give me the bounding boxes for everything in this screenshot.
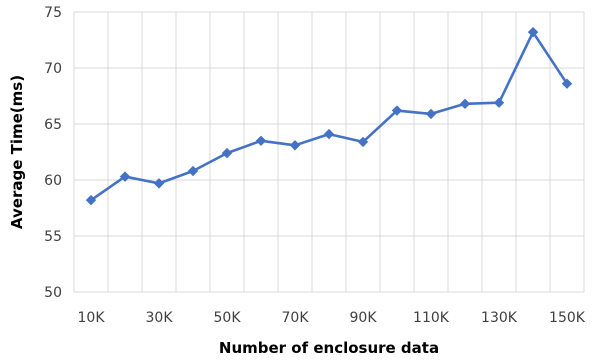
data-point-marker — [493, 97, 505, 108]
data-point-marker — [561, 78, 573, 89]
y-tick-label: 60 — [44, 173, 62, 189]
series-layer — [85, 26, 573, 206]
x-tick-label: 110K — [413, 310, 450, 326]
data-point-marker — [289, 140, 301, 151]
x-axis-ticks: 10K 30K 50K 70K 90K 110K 130K 150K — [78, 310, 586, 326]
data-point-marker — [187, 165, 199, 177]
data-point-marker — [323, 128, 335, 140]
y-axis-ticks: 50 55 60 65 70 75 — [44, 5, 62, 301]
x-tick-label: 30K — [146, 310, 174, 326]
y-tick-label: 55 — [44, 229, 62, 245]
y-tick-label: 75 — [44, 5, 62, 21]
data-point-marker — [391, 105, 403, 116]
x-tick-label: 70K — [282, 310, 310, 326]
x-tick-label: 90K — [350, 310, 378, 326]
data-point-marker — [153, 178, 165, 189]
y-tick-label: 65 — [44, 117, 62, 133]
series-line — [90, 30, 569, 202]
y-tick-label: 70 — [44, 61, 62, 77]
data-point-marker — [85, 194, 97, 206]
data-point-marker — [459, 98, 471, 110]
data-point-marker — [119, 171, 131, 182]
data-point-marker — [255, 135, 267, 147]
x-tick-label: 10K — [78, 310, 106, 326]
data-point-marker — [221, 147, 233, 159]
x-tick-label: 50K — [214, 310, 242, 326]
y-tick-label: 50 — [44, 285, 62, 301]
data-point-marker — [357, 136, 369, 148]
x-tick-label: 130K — [481, 310, 518, 326]
gridlines — [73, 11, 585, 293]
data-point-marker — [527, 26, 539, 38]
y-axis-label: Average Time(ms) — [8, 75, 26, 229]
x-tick-label: 150K — [549, 310, 586, 326]
data-point-marker — [425, 108, 437, 120]
x-axis-label: Number of enclosure data — [219, 339, 439, 357]
